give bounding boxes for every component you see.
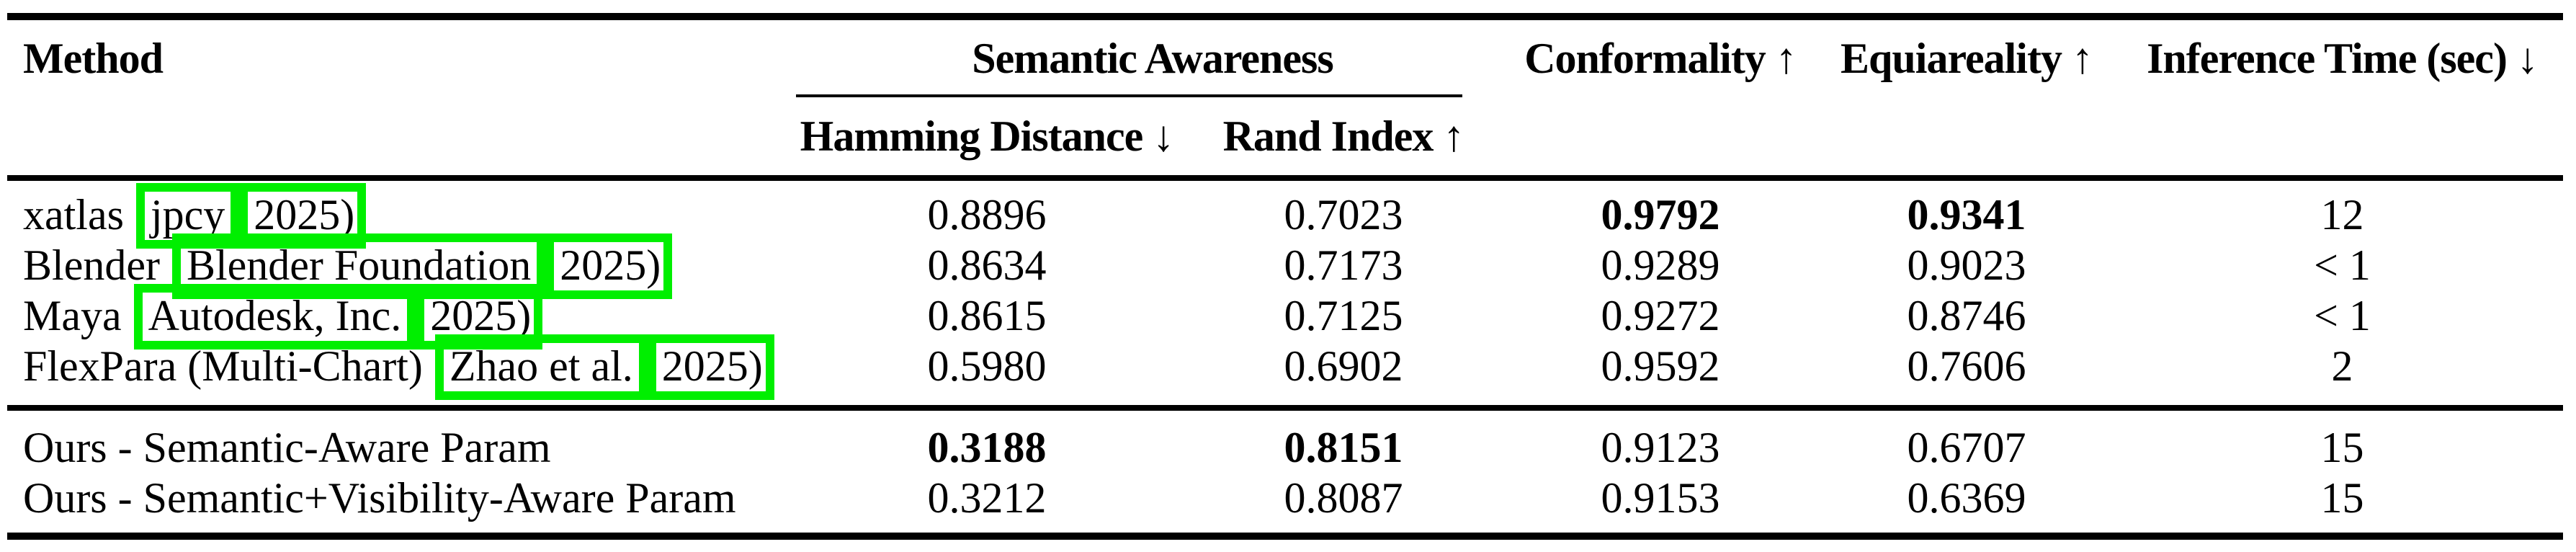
equiareality-value: 0.9023 <box>1907 241 2026 289</box>
method-name: Ours - Semantic+Visibility-Aware Param <box>23 474 736 522</box>
method-name: xatlas <box>23 191 124 239</box>
citation: Autodesk, Inc.(2025) <box>133 284 543 350</box>
citation: jpcy(2025) <box>135 183 367 249</box>
equiareality-value: 0.8746 <box>1907 292 2026 339</box>
col-header-inference-time: Inference Time (sec) ↓ <box>2147 35 2539 82</box>
conformality-value: 0.9792 <box>1601 191 1720 239</box>
table-row: xatlas jpcy(2025) 0.8896 0.7023 0.9792 0… <box>7 183 2563 249</box>
col-header-hamming-distance: Hamming Distance ↓ <box>800 112 1175 160</box>
citation-close-paren: ) <box>340 191 355 239</box>
table-row: Blender Blender Foundation(2025) 0.8634 … <box>7 233 2563 299</box>
citation-author-link[interactable]: Autodesk, Inc. <box>133 284 416 350</box>
rand-index-value: 0.8151 <box>1284 424 1403 471</box>
equiareality-value: 0.7606 <box>1907 342 2026 390</box>
citation-year-link[interactable]: 2025) <box>545 233 673 299</box>
citation-author-link[interactable]: Zhao et al. <box>434 334 648 400</box>
method-cell: FlexPara (Multi-Chart) Zhao et al.(2025) <box>7 334 796 400</box>
hamming-distance-value: 0.3188 <box>927 424 1047 471</box>
rand-index-value: 0.7023 <box>1284 191 1403 239</box>
header-spacer <box>1812 97 2121 175</box>
hamming-distance-value: 0.8634 <box>927 241 1047 289</box>
baseline-methods-section: xatlas jpcy(2025) 0.8896 0.7023 0.9792 0… <box>7 181 2563 405</box>
citation-year-link[interactable]: 2025) <box>647 334 774 400</box>
table-row: Maya Autodesk, Inc.(2025) 0.8615 0.7125 … <box>7 284 2563 350</box>
hamming-distance-value: 0.8615 <box>927 292 1047 339</box>
citation-year-text: 2025 <box>560 241 647 289</box>
table-row: FlexPara (Multi-Chart) Zhao et al.(2025)… <box>7 334 2563 400</box>
citation-year-text: 2025 <box>430 292 517 339</box>
inference-time-value: 12 <box>2320 191 2364 239</box>
hamming-distance-value: 0.5980 <box>927 342 1047 390</box>
citation: Zhao et al.(2025) <box>434 334 774 400</box>
inference-time-value: 2 <box>2331 342 2353 390</box>
col-header-method: Method <box>23 35 164 82</box>
method-cell: Maya Autodesk, Inc.(2025) <box>7 284 796 350</box>
conformality-value: 0.9123 <box>1601 424 1720 471</box>
table-top-rule <box>7 13 2563 20</box>
citation-author-text: jpcy <box>150 191 225 239</box>
method-name: Blender <box>23 241 160 289</box>
method-name: Ours - Semantic-Aware Param <box>23 424 551 471</box>
conformality-value: 0.9289 <box>1601 241 1720 289</box>
semantic-awareness-underline <box>796 94 1462 97</box>
citation-year-link[interactable]: 2025) <box>416 284 543 350</box>
method-cell: Blender Blender Foundation(2025) <box>7 233 796 299</box>
citation-author-text: Blender Foundation <box>186 241 532 289</box>
top-margin <box>0 0 2576 13</box>
table-bottom-rule <box>7 533 2563 540</box>
rand-index-value: 0.8087 <box>1284 474 1403 522</box>
ours-methods-section: Ours - Semantic-Aware Param 0.3188 0.815… <box>7 411 2563 533</box>
table-row: Ours - Semantic-Aware Param 0.3188 0.815… <box>7 422 2563 473</box>
citation: Blender Foundation(2025) <box>171 233 673 299</box>
header-bottom-rule <box>7 175 2563 181</box>
inference-time-value: 15 <box>2320 424 2364 471</box>
conformality-value: 0.9153 <box>1601 474 1720 522</box>
header-spacer <box>1509 97 1812 175</box>
header-row-subcolumns: Hamming Distance ↓ Rand Index ↑ <box>7 97 2563 175</box>
rand-index-value: 0.7173 <box>1284 241 1403 289</box>
hamming-distance-value: 0.8896 <box>927 191 1047 239</box>
rand-index-value: 0.7125 <box>1284 292 1403 339</box>
col-header-equiareality: Equiareality ↑ <box>1841 35 2093 82</box>
citation-author-link[interactable]: jpcy <box>135 183 240 249</box>
results-table: Method Semantic Awareness Conformality ↑… <box>7 13 2563 540</box>
equiareality-value: 0.9341 <box>1907 191 2026 239</box>
citation-author-text: Autodesk, Inc. <box>148 292 402 339</box>
inference-time-value: < 1 <box>2314 292 2371 339</box>
col-group-semantic-awareness: Semantic Awareness <box>796 20 1509 97</box>
inference-time-value: 15 <box>2320 474 2364 522</box>
hamming-distance-value: 0.3212 <box>927 474 1047 522</box>
equiareality-value: 0.6707 <box>1907 424 2026 471</box>
conformality-value: 0.9272 <box>1601 292 1720 339</box>
section-divider-rule <box>7 405 2563 411</box>
citation-author-text: Zhao et al. <box>449 342 633 390</box>
citation-author-link[interactable]: Blender Foundation <box>171 233 546 299</box>
citation-year-link[interactable]: 2025) <box>239 183 367 249</box>
method-name: Maya <box>23 292 122 339</box>
header-row-groups: Method Semantic Awareness Conformality ↑… <box>7 20 2563 97</box>
method-cell: Ours - Semantic-Aware Param <box>7 422 796 473</box>
col-header-rand-index: Rand Index ↑ <box>1222 112 1465 160</box>
method-name: FlexPara (Multi-Chart) <box>23 342 423 390</box>
citation-close-paren: ) <box>748 342 763 390</box>
citation-year-text: 2025 <box>254 191 341 239</box>
citation-close-paren: ) <box>646 241 661 289</box>
header-spacer <box>2121 97 2563 175</box>
conformality-value: 0.9592 <box>1601 342 1720 390</box>
citation-year-text: 2025 <box>661 342 748 390</box>
semantic-awareness-label: Semantic Awareness <box>972 35 1333 82</box>
rand-index-value: 0.6902 <box>1284 342 1403 390</box>
equiareality-value: 0.6369 <box>1907 474 2026 522</box>
citation-close-paren: ) <box>516 292 532 339</box>
table-row: Ours - Semantic+Visibility-Aware Param 0… <box>7 473 2563 523</box>
method-cell: xatlas jpcy(2025) <box>7 183 796 249</box>
method-cell: Ours - Semantic+Visibility-Aware Param <box>7 473 796 523</box>
inference-time-value: < 1 <box>2314 241 2371 289</box>
col-header-conformality: Conformality ↑ <box>1524 35 1797 82</box>
header-spacer <box>7 97 796 175</box>
